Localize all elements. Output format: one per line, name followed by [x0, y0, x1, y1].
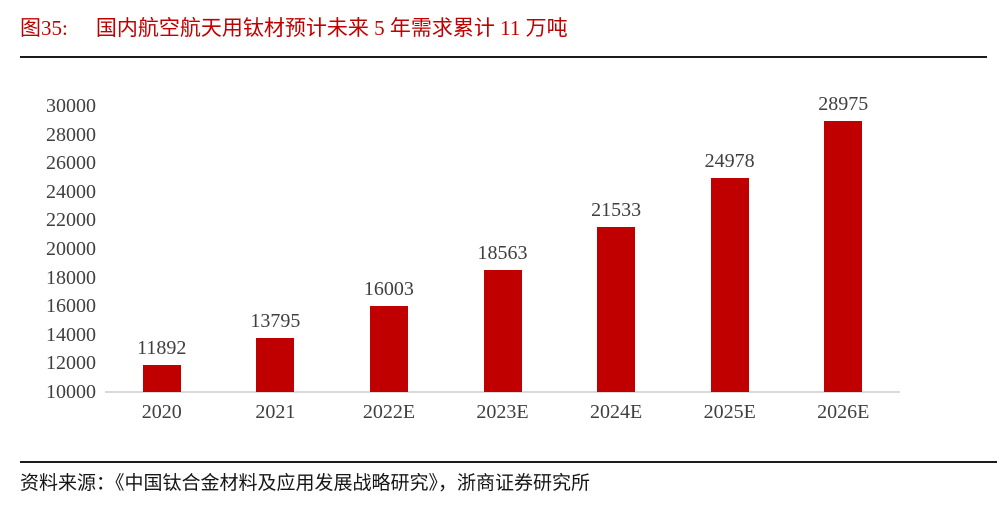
bar-value-label: 21533 [591, 199, 642, 222]
x-axis-labels: 2020 2021 2022E 2023E 2024E 2025E 2026E [105, 400, 900, 424]
bar-2022E [369, 306, 408, 392]
bar-value-label: 16003 [363, 278, 414, 301]
bar-2020 [142, 364, 181, 392]
x-axis-line [105, 391, 900, 393]
y-axis-tick-label: 18000 [46, 266, 96, 289]
x-axis-category-label: 2024E [589, 401, 643, 423]
y-axis-tick-label: 26000 [46, 152, 96, 175]
bar-value-label: 13795 [250, 309, 301, 332]
bar-2026E [824, 120, 863, 392]
bar-2021 [256, 337, 295, 392]
bar-2024E [597, 227, 636, 392]
y-axis-tick-label: 20000 [46, 238, 96, 260]
plot-area: 11892 13795 16003 18563 21533 24978 28975 [105, 93, 900, 393]
x-axis-category-label: 2023E [476, 401, 529, 423]
bar-value-label: 28975 [818, 92, 869, 115]
y-axis: 30000 28000 26000 24000 22000 20000 18000 16000… [0, 96, 96, 402]
figure-title-row: 图35: 国内航空航天用钛材预计未来 5 年需求累计 11 万吨 [20, 13, 568, 43]
y-axis-tick-label: 30000 [46, 95, 96, 117]
y-axis-tick-label: 12000 [46, 352, 96, 375]
y-axis-tick-label: 14000 [46, 323, 96, 346]
bar-2023E [483, 269, 522, 392]
x-axis-category-label: 2021 [255, 401, 296, 423]
bar-2025E [710, 177, 749, 392]
y-axis-tick-label: 10000 [46, 381, 96, 403]
title-divider-line [20, 56, 987, 58]
y-axis-tick-label: 22000 [46, 209, 96, 232]
y-axis-tick-label: 16000 [46, 295, 96, 318]
bar-value-label: 18563 [477, 241, 528, 264]
x-axis-category-label: 2025E [703, 401, 756, 423]
figure-number-label: 图35: [20, 16, 68, 40]
source-divider-line [20, 461, 997, 463]
y-axis-tick-label: 28000 [46, 123, 96, 146]
source-note: 资料来源：《中国钛合金材料及应用发展战略研究》，浙商证券研究所 [20, 473, 591, 494]
bar-value-label: 11892 [137, 336, 187, 359]
x-axis-category-label: 2026E [817, 401, 870, 423]
figure-title: 国内航空航天用钛材预计未来 5 年需求累计 11 万吨 [95, 16, 568, 40]
x-axis-category-label: 2020 [141, 401, 182, 423]
bar-value-label: 24978 [704, 149, 755, 172]
x-axis-category-label: 2022E [362, 401, 416, 423]
y-axis-tick-label: 24000 [46, 180, 96, 203]
